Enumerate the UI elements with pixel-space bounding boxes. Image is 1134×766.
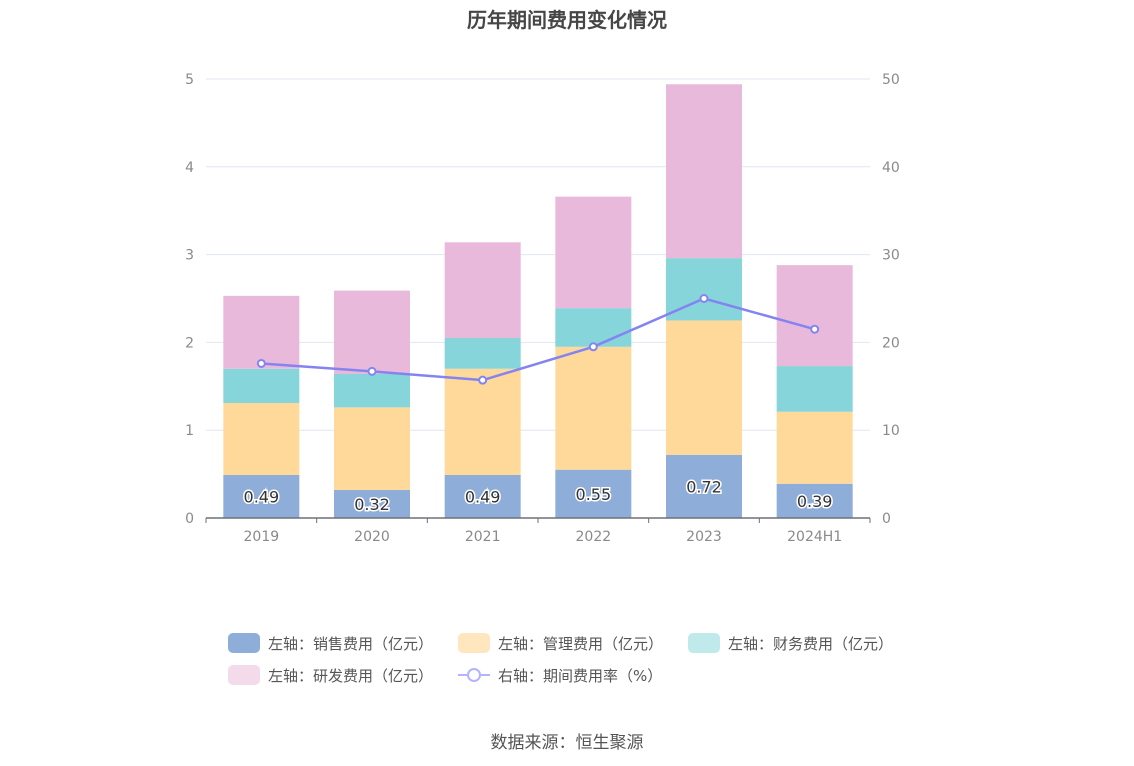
y-right-tick-label: 10	[882, 423, 900, 439]
bar-finance-2019	[223, 368, 300, 403]
bar-sales-2024H1	[776, 483, 853, 518]
rate-point	[478, 375, 488, 385]
legend-item-sales[interactable]: 左轴：销售费用（亿元）	[228, 630, 433, 656]
bar-admin-2022	[555, 346, 632, 470]
x-tick-label: 2022	[576, 529, 612, 545]
bar-admin-2020	[334, 407, 410, 490]
x-tick-label: 2023	[686, 529, 722, 545]
x-tick-label: 2021	[465, 529, 501, 545]
rate-point	[810, 324, 820, 334]
bar-data-label: 0.39	[797, 492, 833, 511]
rate-point	[367, 366, 377, 376]
legend-label-rate: 右轴：期间费用率（%）	[498, 666, 663, 685]
legend-item-admin[interactable]: 左轴：管理费用（亿元）	[458, 630, 663, 656]
legend-swatch-admin	[458, 633, 490, 653]
y-left-tick-label: 3	[185, 248, 194, 264]
y-left-tick-label: 4	[185, 160, 194, 176]
bar-data-label: 0.72	[686, 477, 722, 496]
y-right-tick-label: 50	[882, 72, 900, 88]
y-right-tick-label: 40	[882, 160, 900, 176]
rate-point	[699, 294, 709, 303]
x-tick-label: 2019	[244, 529, 280, 545]
chart-title: 历年期间费用变化情况	[467, 8, 667, 32]
bar-sales-2019	[223, 474, 300, 518]
bar-finance-2022	[555, 308, 632, 347]
bar-sales-2023	[666, 454, 742, 518]
y-right-tick-label: 0	[882, 511, 891, 527]
rate-point	[256, 358, 266, 368]
legend-label-finance: 左轴：财务费用（亿元）	[728, 634, 894, 653]
legend-label-admin: 左轴：管理费用（亿元）	[498, 634, 664, 653]
bar-finance-2021	[444, 338, 521, 369]
bar-series	[223, 84, 853, 518]
bar-data-label: 0.49	[465, 487, 501, 506]
bar-data-label: 0.55	[576, 485, 612, 504]
data-source: 数据来源：恒生聚源	[490, 733, 644, 753]
legend-swatch-sales	[228, 633, 260, 653]
rate-line-series	[256, 294, 820, 385]
legend-label-sales: 左轴：销售费用（亿元）	[268, 634, 434, 653]
bar-admin-2024H1	[776, 411, 853, 484]
bar-rd-2024H1	[776, 265, 853, 367]
rate-point	[588, 342, 598, 352]
rate-line	[261, 297, 816, 382]
data-labels: 0.49 0.32 0.49 0.55 0.72 0.39	[242, 476, 834, 516]
bar-admin-2019	[223, 402, 300, 475]
legend-item-finance[interactable]: 左轴：财务费用（亿元）	[688, 630, 893, 656]
y-left-tick-label: 0	[185, 511, 194, 527]
legend-swatch-finance	[688, 633, 720, 653]
y-left-tick-label: 2	[185, 335, 194, 351]
y-left-tick-label: 1	[185, 423, 194, 439]
bar-rd-2021	[444, 242, 521, 339]
bar-rd-2023	[666, 84, 742, 259]
bar-sales-2020	[334, 489, 410, 518]
grid-lines	[206, 78, 870, 431]
legend-swatch-rd	[228, 665, 260, 685]
legend-swatch-rate	[458, 665, 490, 685]
bar-finance-2020	[334, 374, 410, 408]
legend-label-rd: 左轴：研发费用（亿元）	[268, 666, 434, 685]
bar-finance-2024H1	[776, 366, 853, 412]
bar-data-label: 0.32	[354, 495, 390, 514]
bar-rd-2019	[223, 295, 300, 369]
bar-sales-2022	[555, 469, 632, 518]
legend-item-rate[interactable]: 右轴：期间费用率（%）	[458, 662, 662, 688]
y-right-tick-label: 30	[882, 248, 900, 264]
bar-admin-2023	[666, 320, 742, 455]
legend-item-rd[interactable]: 左轴：研发费用（亿元）	[228, 662, 433, 688]
bar-rd-2022	[555, 196, 632, 309]
bar-admin-2021	[444, 368, 521, 475]
bar-rd-2020	[334, 290, 410, 375]
bar-data-label: 0.49	[244, 487, 280, 506]
y-left-tick-label: 5	[185, 72, 194, 88]
x-tick-label: 2020	[354, 529, 390, 545]
x-tick-label: 2024H1	[787, 529, 842, 545]
bar-sales-2021	[444, 474, 521, 518]
y-right-tick-label: 20	[882, 335, 900, 351]
